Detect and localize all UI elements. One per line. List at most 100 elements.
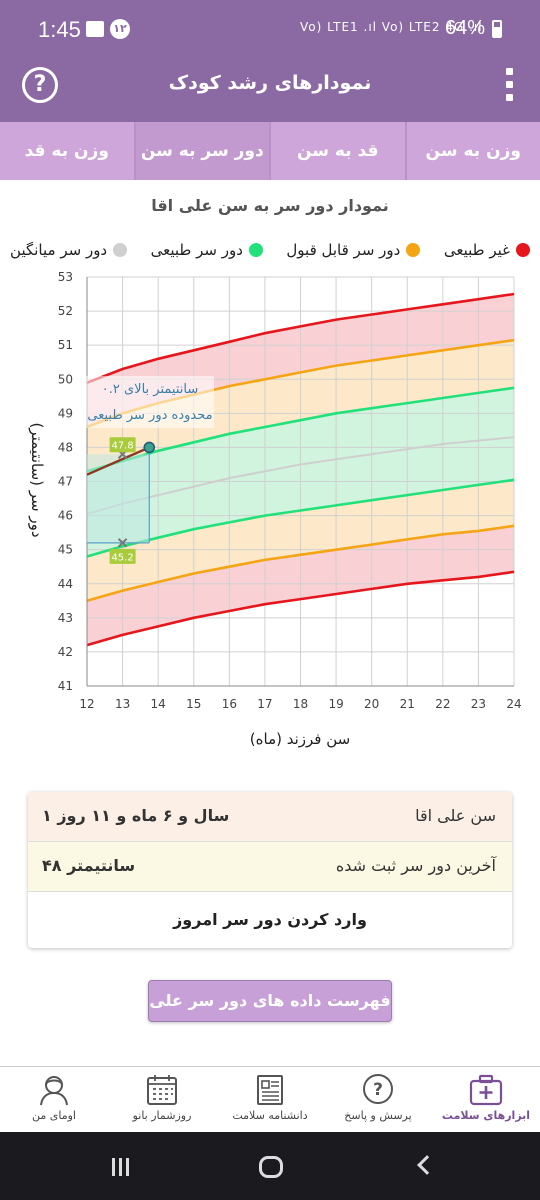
x-tick-label: 24	[506, 697, 521, 711]
recent-apps-icon[interactable]	[112, 1158, 134, 1176]
value-tag-label: 45.2	[111, 552, 133, 563]
tab-weight-for-height[interactable]: وزن به قد	[24, 141, 109, 161]
battery-icon	[492, 20, 502, 38]
y-tick-label: 53	[58, 270, 73, 284]
last-head-value: ۴۸ سانتیمتر	[42, 856, 136, 875]
last-head-row: آخرین دور سر ثبت شده ۴۸ سانتیمتر	[28, 842, 512, 892]
help-circle-icon[interactable]: ?	[22, 67, 58, 103]
legend-dot-icon	[516, 243, 530, 257]
y-tick-label: 45	[58, 543, 73, 557]
nav-encyclopedia[interactable]: دانشنامه سلامت	[216, 1067, 324, 1132]
legend-dot-icon	[406, 243, 421, 257]
battery-percent: 64%	[445, 17, 486, 39]
x-tick-label: 17	[257, 697, 272, 711]
legend-label: دور سر قابل قبول	[286, 241, 401, 259]
y-tick-label: 42	[58, 645, 73, 659]
info-card: سن علی اقا ۱ سال و ۶ ماه و ۱۱ روز آخرین …	[28, 792, 512, 948]
app-title: نمودارهای رشد کودک	[168, 72, 372, 94]
encyclopedia-icon	[257, 1075, 283, 1105]
series-line	[86, 570, 515, 647]
more-vert-icon[interactable]	[504, 68, 514, 102]
x-tick-label: 23	[471, 697, 486, 711]
legend-dot-icon	[248, 243, 263, 257]
x-tick-label: 15	[186, 697, 201, 711]
status-bar: 1:45 ۱۲ Vo) LTE1 .ıl Vo) LTE2 4G .ıl 64%	[0, 0, 540, 60]
enter-head-button[interactable]: وارد کردن دور سر امروز	[28, 892, 512, 948]
tab-head-for-age[interactable]: دور سر به سن	[133, 122, 269, 180]
legend-label: غیر طبیعی	[443, 241, 510, 259]
chart-legend: غیر طبیعی دور سر قابل قبول دور سر طبیعی …	[10, 241, 530, 259]
gallery-notification-icon	[86, 21, 104, 37]
legend-item-acceptable: دور سر قابل قبول	[286, 241, 421, 259]
nav-health-tools[interactable]: ابزارهای سلامت	[432, 1067, 540, 1132]
bottom-navigation: ابزارهای سلامت ? پرسش و پاسخ دانشنامه سل…	[0, 1066, 540, 1132]
svg-text:?: ?	[373, 1080, 383, 1100]
last-head-label: آخرین دور سر ثبت شده	[335, 856, 496, 875]
x-tick-label: 14	[151, 697, 166, 711]
y-axis-label: دور سر (سانتیمتر)	[28, 422, 46, 537]
annotation-line: محدوده دور سر طبیعی	[87, 408, 212, 423]
x-tick-label: 13	[115, 697, 130, 711]
legend-label: دور سر میانگین	[10, 241, 108, 259]
tab-weight-for-age[interactable]: وزن به سن	[404, 122, 540, 180]
network-signal-icons: Vo) LTE1 .ıl Vo) LTE2 4G .ıl	[300, 20, 483, 34]
annotation-bg	[86, 376, 214, 428]
health-kit-icon	[469, 1074, 503, 1106]
child-growth-line	[86, 446, 150, 476]
value-tag-bg	[109, 548, 136, 564]
child-point	[143, 441, 156, 454]
system-navigation-bar	[0, 1132, 540, 1200]
x-axis-label: سن فرزند (ماه)	[250, 730, 350, 748]
series-line	[86, 478, 515, 558]
child-age-label: سن علی اقا	[415, 806, 496, 825]
child-age-value: ۱ سال و ۶ ماه و ۱۱ روز	[42, 806, 230, 825]
y-tick-label: 49	[58, 406, 73, 420]
series-line	[86, 292, 515, 384]
normal-range-box	[87, 454, 150, 543]
nav-label: پرسش و پاسخ	[344, 1109, 412, 1122]
head-data-list-button[interactable]: فهرست داده های دور سر علی اقا	[148, 980, 392, 1050]
nav-label: ابزارهای سلامت	[441, 1109, 531, 1122]
child-age-row: سن علی اقا ۱ سال و ۶ ماه و ۱۱ روز	[28, 792, 512, 842]
back-icon[interactable]	[417, 1155, 437, 1175]
nav-my-profile[interactable]: اومای من	[0, 1067, 108, 1132]
home-icon[interactable]	[259, 1156, 283, 1178]
app-bar: ? نمودارهای رشد کودک	[0, 60, 540, 122]
x-tick-label: 16	[222, 697, 237, 711]
value-tag-label: 47.8	[111, 441, 133, 452]
nav-calendar[interactable]: روزشمار بانو	[108, 1067, 216, 1132]
legend-label: دور سر طبیعی	[150, 241, 243, 259]
nav-label: روزشمار بانو	[132, 1109, 192, 1122]
head-circumference-chart: 12 13 14 15 16 17 18 19 20 21 22 23 24 41 42 43 44 45 46 47…	[28, 270, 522, 748]
x-tick-label: 18	[293, 697, 308, 711]
nav-questions[interactable]: ? پرسش و پاسخ	[324, 1067, 432, 1132]
notification-badge: ۱۲	[110, 19, 130, 39]
y-tick-label: 44	[58, 577, 73, 591]
profile-icon	[40, 1076, 68, 1106]
series-line	[86, 436, 515, 515]
chart-tabs: وزن به سن قد به سن دور سر به سن وزن به ق…	[0, 122, 540, 180]
annotation-line: ۰.۲ سانتیمتر بالای	[102, 382, 198, 397]
legend-item-average: دور سر میانگین	[10, 241, 128, 259]
calendar-icon	[147, 1075, 177, 1105]
chart-title: نمودار دور سر به سن علی اقا	[151, 196, 389, 215]
series-line	[86, 386, 515, 473]
legend-item-normal: دور سر طبیعی	[151, 241, 263, 259]
x-tick-label: 12	[79, 697, 94, 711]
question-bubble-icon: ?	[363, 1074, 393, 1104]
y-tick-label: 48	[58, 440, 73, 454]
y-tick-label: 46	[58, 509, 73, 523]
range-x-marker	[117, 538, 128, 548]
nav-label: دانشنامه سلامت	[232, 1109, 308, 1122]
y-tick-label: 47	[58, 475, 73, 489]
legend-dot-icon	[113, 243, 128, 257]
y-tick-label: 41	[58, 679, 73, 693]
x-tick-label: 20	[364, 697, 379, 711]
x-tick-label: 21	[400, 697, 415, 711]
x-tick-label: 19	[328, 697, 343, 711]
y-tick-label: 52	[58, 304, 73, 318]
series-line	[86, 524, 515, 603]
value-tag-bg	[109, 437, 136, 453]
y-tick-label: 50	[58, 372, 73, 386]
tab-height-for-age[interactable]: قد به سن	[269, 122, 405, 180]
